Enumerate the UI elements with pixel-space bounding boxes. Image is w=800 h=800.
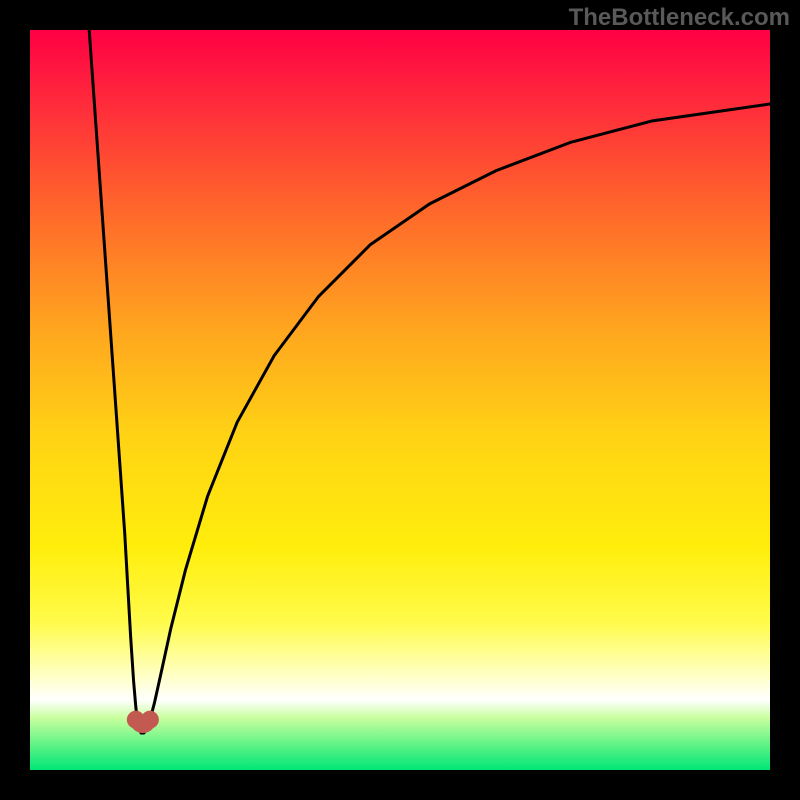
watermark-text: TheBottleneck.com: [569, 4, 790, 32]
plot-area: [30, 30, 770, 770]
bottleneck-curve-chart: [30, 30, 770, 770]
chart-frame: TheBottleneck.com: [0, 0, 800, 800]
gradient-background: [30, 30, 770, 770]
optimum-marker-dot: [141, 711, 159, 729]
